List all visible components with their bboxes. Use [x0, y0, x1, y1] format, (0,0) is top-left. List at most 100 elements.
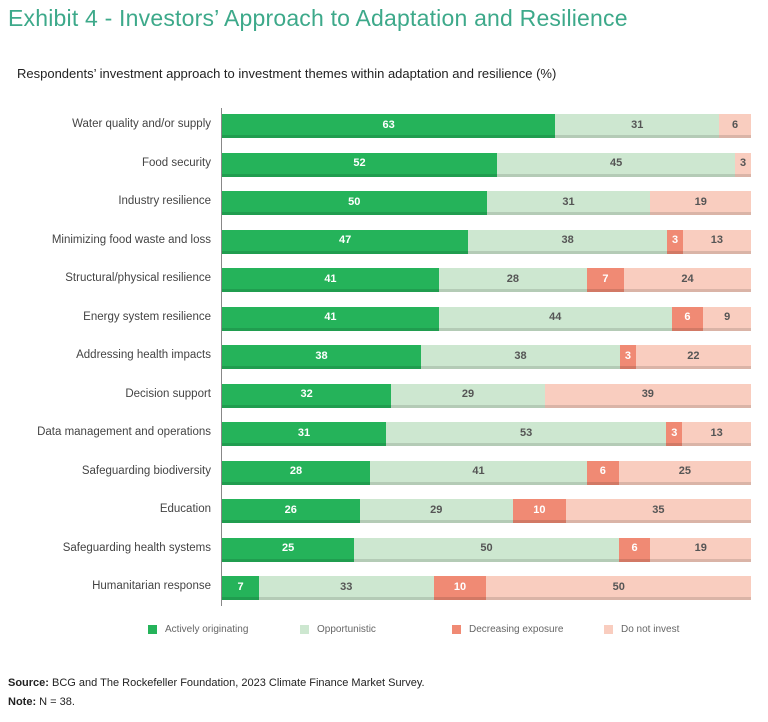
category-label: Humanitarian response: [92, 580, 211, 592]
bar-segment-do-not-invest: 24: [624, 268, 751, 292]
bar-segment-opportunistic: 38: [421, 345, 621, 369]
bar-segment-do-not-invest: 39: [544, 383, 751, 408]
stacked-bar: 47 38 3 13: [222, 229, 751, 254]
bar-segment-opportunistic: 45: [497, 152, 736, 177]
stacked-bar: 63 31 6: [222, 114, 751, 138]
category-label: Water quality and/or supply: [72, 118, 211, 130]
bar-segment-actively-originating: 7: [222, 576, 260, 600]
bar-segment-opportunistic: 41: [370, 460, 587, 485]
bar-segment-decreasing-exposure: 7: [586, 268, 624, 292]
bar-segment-decreasing-exposure: 10: [512, 499, 566, 523]
category-label: Safeguarding biodiversity: [81, 464, 211, 477]
legend-item: Do not invest: [604, 624, 756, 635]
category-label: Minimizing food waste and loss: [51, 233, 211, 246]
legend-swatch: [148, 625, 157, 634]
bar-segment-do-not-invest: 19: [650, 537, 751, 562]
bar-row: Energy system resilience 41 44 6 9: [0, 306, 768, 331]
bar-segment-opportunistic: 31: [486, 191, 651, 215]
bar-row: Safeguarding biodiversity 28 41 6 25: [0, 460, 768, 485]
bar-segment-decreasing-exposure: 3: [666, 422, 683, 446]
bar-segment-opportunistic: 50: [354, 537, 619, 562]
legend-item: Actively originating: [148, 624, 300, 635]
stacked-bar: 32 29 39: [222, 383, 751, 408]
bar-segment-decreasing-exposure: 6: [671, 306, 704, 331]
bar-segment-opportunistic: 31: [555, 114, 720, 138]
source-label: Source:: [8, 677, 49, 689]
chart-title: Respondents’ investment approach to inve…: [17, 66, 557, 81]
bar-segment-actively-originating: 41: [222, 268, 439, 292]
category-label: Structural/physical resilience: [65, 272, 211, 284]
stacked-bar: 26 29 10 35: [222, 499, 751, 523]
bar-row: Safeguarding health systems 25 50 6 19: [0, 537, 768, 562]
bar-segment-actively-originating: 25: [222, 537, 355, 562]
bar-segment-do-not-invest: 13: [682, 422, 751, 446]
legend-swatch: [604, 625, 613, 634]
bar-segment-opportunistic: 28: [438, 268, 587, 292]
bar-row: Structural/physical resilience 41 28 7 24: [0, 268, 768, 292]
bar-segment-actively-originating: 63: [222, 114, 556, 138]
category-label: Industry resilience: [118, 195, 211, 207]
legend-swatch: [452, 625, 461, 634]
y-axis-line: [221, 108, 222, 606]
stacked-bar: 52 45 3: [222, 152, 751, 177]
stacked-bar: 25 50 6 19: [222, 537, 751, 562]
note: Note: N = 38.: [8, 696, 75, 708]
category-label: Addressing health impacts: [76, 349, 211, 361]
bar-segment-do-not-invest: 22: [635, 345, 751, 369]
category-label: Energy system resilience: [83, 310, 211, 323]
bar-segment-do-not-invest: 6: [719, 114, 751, 138]
bar-row: Addressing health impacts 38 38 3 22: [0, 345, 768, 369]
category-label: Decision support: [125, 387, 211, 400]
source-text: BCG and The Rockefeller Foundation, 2023…: [48, 677, 425, 689]
category-label: Data management and operations: [37, 426, 211, 438]
bar-segment-decreasing-exposure: 10: [433, 576, 487, 600]
stacked-bar: 50 31 19: [222, 191, 751, 215]
legend-label: Decreasing exposure: [469, 624, 564, 635]
bar-segment-actively-originating: 31: [222, 422, 386, 446]
bar-row: Food security 52 45 3: [0, 152, 768, 177]
note-text: N = 38.: [36, 696, 75, 708]
bar-segment-actively-originating: 50: [222, 191, 487, 215]
bar-segment-actively-originating: 41: [222, 306, 439, 331]
bar-segment-decreasing-exposure: 6: [586, 460, 619, 485]
bar-segment-opportunistic: 33: [259, 576, 434, 600]
bar-segment-actively-originating: 28: [222, 460, 371, 485]
legend-label: Opportunistic: [317, 624, 376, 635]
category-label: Safeguarding health systems: [62, 541, 211, 554]
bar-row: Humanitarian response 7 33 10 50: [0, 576, 768, 600]
bar-row: Minimizing food waste and loss 47 38 3 13: [0, 229, 768, 254]
bar-segment-do-not-invest: 9: [703, 306, 751, 331]
stacked-bar: 7 33 10 50: [222, 576, 751, 600]
bar-segment-opportunistic: 29: [391, 383, 545, 408]
bar-segment-opportunistic: 38: [468, 229, 668, 254]
stacked-bar: 41 28 7 24: [222, 268, 751, 292]
bar-segment-actively-originating: 32: [222, 383, 392, 408]
bar-row: Industry resilience 50 31 19: [0, 191, 768, 215]
bar-segment-actively-originating: 38: [222, 345, 422, 369]
bar-segment-actively-originating: 47: [222, 229, 469, 254]
bar-segment-actively-originating: 26: [222, 499, 360, 523]
source-note: Source: BCG and The Rockefeller Foundati…: [8, 677, 425, 689]
bar-row: Decision support 32 29 39: [0, 383, 768, 408]
bar-segment-do-not-invest: 3: [735, 152, 751, 177]
stacked-bar: 28 41 6 25: [222, 460, 751, 485]
category-label: Food security: [141, 156, 211, 169]
bar-segment-do-not-invest: 50: [486, 576, 751, 600]
bar-segment-do-not-invest: 19: [650, 191, 751, 215]
bar-row: Water quality and/or supply 63 31 6: [0, 114, 768, 138]
legend-swatch: [300, 625, 309, 634]
legend-label: Do not invest: [621, 624, 680, 635]
bar-segment-do-not-invest: 25: [618, 460, 751, 485]
stacked-bar: 41 44 6 9: [222, 306, 751, 331]
bar-segment-opportunistic: 29: [359, 499, 513, 523]
bar-segment-decreasing-exposure: 3: [667, 229, 683, 254]
stacked-bar: 31 53 3 13: [222, 422, 751, 446]
legend: Actively originating Opportunistic Decreas…: [148, 624, 756, 635]
category-label: Education: [159, 503, 211, 515]
legend-label: Actively originating: [165, 624, 249, 635]
bar-segment-actively-originating: 52: [222, 152, 498, 177]
bar-segment-opportunistic: 53: [385, 422, 667, 446]
bar-segment-do-not-invest: 13: [682, 229, 751, 254]
legend-item: Opportunistic: [300, 624, 452, 635]
exhibit-title: Exhibit 4 - Investors’ Approach to Adapt…: [8, 5, 628, 31]
